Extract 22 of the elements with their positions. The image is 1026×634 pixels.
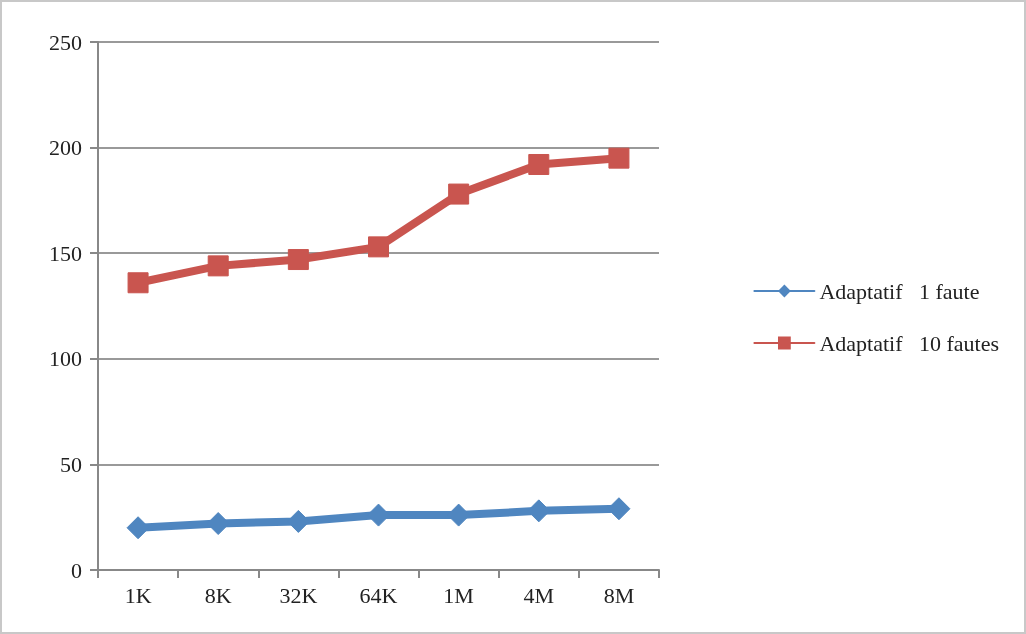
point	[207, 255, 229, 277]
legend-label: Adaptatif 1 faute	[819, 278, 980, 304]
point	[127, 272, 149, 294]
y-tick-label: 150	[49, 240, 82, 266]
x-tick-label: 4M	[523, 582, 555, 608]
x-tick-label: 8K	[204, 582, 232, 608]
y-tick-label: 200	[49, 135, 82, 161]
y-tick-label: 0	[71, 557, 82, 583]
legend-label: Adaptatif 10 fautes	[819, 330, 999, 356]
point	[528, 154, 550, 175]
x-tick-label: 1M	[443, 582, 474, 608]
y-tick-label: 100	[49, 346, 82, 372]
point	[608, 147, 630, 169]
y-tick-label: 50	[60, 451, 82, 477]
x-tick-label: 8M	[603, 582, 635, 608]
point	[448, 183, 470, 205]
x-tick-label: 32K	[279, 582, 318, 608]
x-tick-label: 1K	[124, 582, 152, 608]
y-tick-label: 250	[49, 29, 82, 55]
point	[368, 236, 389, 258]
point	[287, 249, 309, 271]
x-tick-label: 64K	[359, 582, 398, 608]
